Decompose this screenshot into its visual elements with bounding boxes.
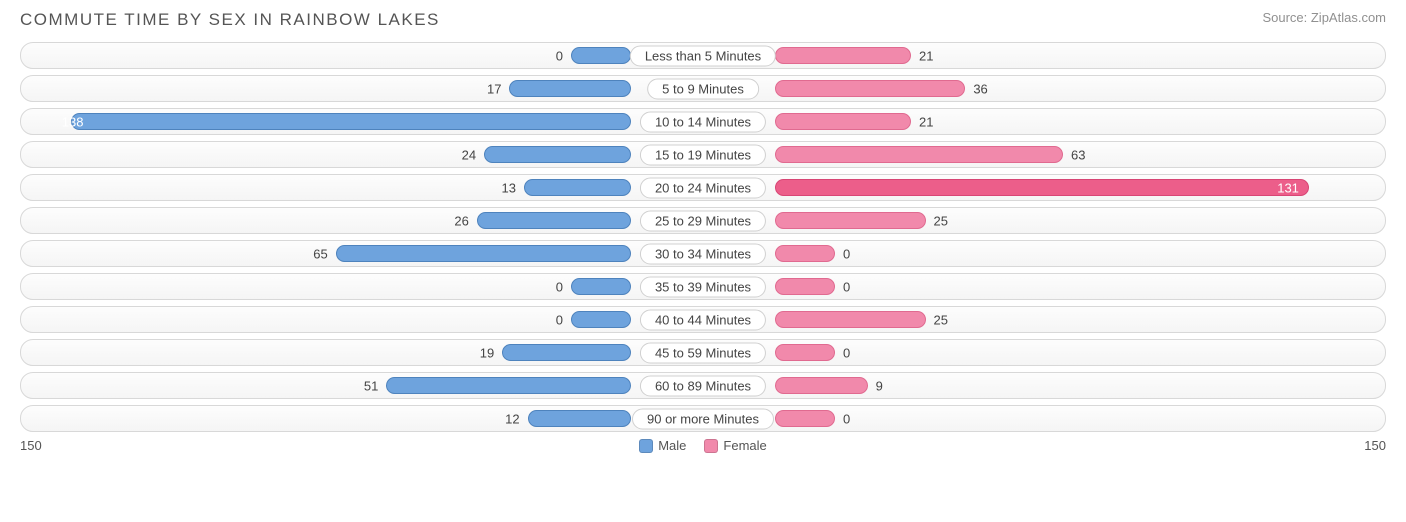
value-male: 51 [364,378,378,393]
chart-row: 138 21 10 to 14 Minutes [20,108,1386,135]
value-male: 138 [62,114,84,129]
value-male: 0 [556,279,563,294]
value-female: 0 [843,279,850,294]
bar-male [336,245,631,262]
value-female: 25 [934,312,948,327]
bar-male [484,146,631,163]
legend-swatch-female [704,439,718,453]
chart-container: COMMUTE TIME BY SEX IN RAINBOW LAKES Sou… [0,0,1406,522]
bar-male [71,113,631,130]
bar-female [775,377,868,394]
value-female: 25 [934,213,948,228]
value-female: 0 [843,411,850,426]
value-male: 12 [505,411,519,426]
row-category-label: 20 to 24 Minutes [640,177,766,198]
bar-female [775,245,835,262]
bar-male [509,80,631,97]
value-female: 131 [1277,180,1299,195]
bar-male [571,278,631,295]
value-male: 13 [501,180,515,195]
bar-female [775,311,926,328]
bar-female [775,212,926,229]
bar-female [775,146,1063,163]
row-category-label: Less than 5 Minutes [630,45,776,66]
chart-source: Source: ZipAtlas.com [1262,10,1386,25]
value-female: 0 [843,345,850,360]
legend-item-male: Male [639,438,686,453]
value-male: 26 [454,213,468,228]
value-male: 65 [313,246,327,261]
chart-row: 65 0 30 to 34 Minutes [20,240,1386,267]
row-category-label: 30 to 34 Minutes [640,243,766,264]
row-category-label: 60 to 89 Minutes [640,375,766,396]
value-female: 63 [1071,147,1085,162]
bar-female [775,179,1309,196]
chart-row: 12 0 90 or more Minutes [20,405,1386,432]
chart-row: 24 63 15 to 19 Minutes [20,141,1386,168]
bar-male [502,344,631,361]
row-category-label: 5 to 9 Minutes [647,78,759,99]
row-category-label: 40 to 44 Minutes [640,309,766,330]
bar-female [775,344,835,361]
chart-header: COMMUTE TIME BY SEX IN RAINBOW LAKES Sou… [20,10,1386,30]
bar-female [775,80,965,97]
chart-row: 0 21 Less than 5 Minutes [20,42,1386,69]
chart-row: 0 0 35 to 39 Minutes [20,273,1386,300]
legend-label-male: Male [658,438,686,453]
bar-female [775,47,911,64]
value-female: 21 [919,114,933,129]
chart-row: 26 25 25 to 29 Minutes [20,207,1386,234]
value-male: 0 [556,312,563,327]
row-category-label: 25 to 29 Minutes [640,210,766,231]
axis-right-max: 150 [1364,438,1386,453]
value-male: 19 [480,345,494,360]
legend: Male Female [639,438,767,453]
bar-male [571,311,631,328]
chart-footer: 150 Male Female 150 [20,438,1386,453]
axis-left-max: 150 [20,438,42,453]
bar-female [775,410,835,427]
row-category-label: 15 to 19 Minutes [640,144,766,165]
chart-row: 19 0 45 to 59 Minutes [20,339,1386,366]
value-female: 36 [973,81,987,96]
chart-title: COMMUTE TIME BY SEX IN RAINBOW LAKES [20,10,440,30]
row-category-label: 35 to 39 Minutes [640,276,766,297]
value-male: 0 [556,48,563,63]
bar-male [524,179,631,196]
chart-row: 17 36 5 to 9 Minutes [20,75,1386,102]
bar-male [571,47,631,64]
chart-row: 0 25 40 to 44 Minutes [20,306,1386,333]
value-female: 9 [876,378,883,393]
row-category-label: 45 to 59 Minutes [640,342,766,363]
bar-male [386,377,631,394]
chart-row: 51 9 60 to 89 Minutes [20,372,1386,399]
value-male: 24 [462,147,476,162]
value-female: 21 [919,48,933,63]
legend-label-female: Female [723,438,766,453]
legend-swatch-male [639,439,653,453]
bar-female [775,113,911,130]
bar-male [477,212,631,229]
bar-male [528,410,631,427]
legend-item-female: Female [704,438,766,453]
value-female: 0 [843,246,850,261]
row-category-label: 90 or more Minutes [632,408,774,429]
value-male: 17 [487,81,501,96]
chart-area: 0 21 Less than 5 Minutes 17 36 5 to 9 Minutes… [20,42,1386,432]
row-category-label: 10 to 14 Minutes [640,111,766,132]
bar-female [775,278,835,295]
chart-row: 13 131 20 to 24 Minutes [20,174,1386,201]
